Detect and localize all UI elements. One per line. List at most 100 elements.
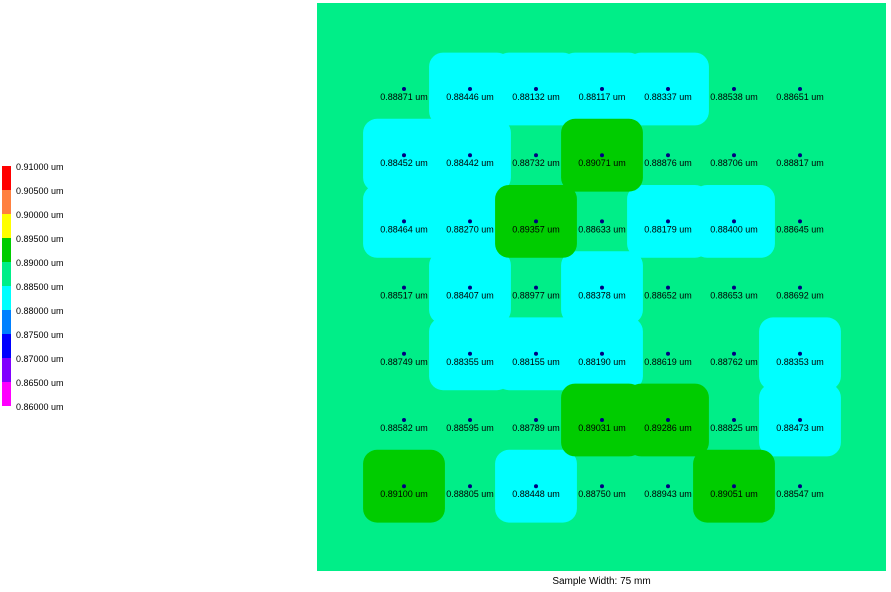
measurement-dot xyxy=(468,219,472,224)
measurement-label: 0.88464 um xyxy=(380,224,428,234)
measurement-label: 0.89071 um xyxy=(578,158,626,168)
legend-swatch xyxy=(2,262,11,286)
measurement-label: 0.88355 um xyxy=(446,357,494,367)
measurement-points: 0.88871 um 0.88446 um 0.88132 um 0.88117 um… xyxy=(380,87,824,499)
measurement-dot xyxy=(732,285,736,290)
measurement-dot xyxy=(534,219,538,224)
measurement-dot xyxy=(534,418,538,422)
measurement-label: 0.88876 um xyxy=(644,158,692,168)
measurement-dot xyxy=(534,285,538,290)
legend-tick-label: 0.86500 um xyxy=(16,378,64,388)
measurement-dot xyxy=(468,285,472,290)
measurement-label: 0.88538 um xyxy=(710,92,758,102)
contour-band xyxy=(363,52,841,523)
measurement-label: 0.88117 um xyxy=(579,92,626,102)
measurement-dot xyxy=(732,484,736,489)
measurement-dot xyxy=(666,484,670,489)
measurement-label: 0.88653 um xyxy=(710,291,758,301)
measurement-dot xyxy=(798,153,802,158)
measurement-dot xyxy=(600,219,604,224)
measurement-dot xyxy=(666,219,670,224)
measurement-dot xyxy=(798,285,802,290)
measurement-label: 0.88732 um xyxy=(512,158,560,168)
measurement-label: 0.88943 um xyxy=(644,489,692,499)
measurement-label: 0.88378 um xyxy=(578,291,626,301)
measurement-dot xyxy=(600,484,604,489)
measurement-label: 0.88706 um xyxy=(710,158,758,168)
measurement-dot xyxy=(732,418,736,422)
measurement-label: 0.88645 um xyxy=(776,224,824,234)
measurement-dot xyxy=(732,153,736,158)
measurement-label: 0.88789 um xyxy=(512,423,560,433)
measurement-label: 0.88871 um xyxy=(380,92,428,102)
measurement-dot xyxy=(402,153,406,158)
measurement-dot xyxy=(732,87,736,91)
measurement-label: 0.88652 um xyxy=(644,291,692,301)
measurement-dot xyxy=(798,219,802,224)
legend-tick-label: 0.87500 um xyxy=(16,330,64,340)
measurement-label: 0.88619 um xyxy=(644,357,692,367)
measurement-dot xyxy=(534,484,538,489)
measurement-dot xyxy=(402,418,406,422)
legend-tick-label: 0.89000 um xyxy=(16,258,64,268)
measurement-label: 0.88353 um xyxy=(776,357,824,367)
thickness-map: 0.88871 um 0.88446 um 0.88132 um 0.88117 um… xyxy=(317,3,886,571)
measurement-label: 0.88452 um xyxy=(380,158,428,168)
measurement-dot xyxy=(468,351,472,356)
measurement-label: 0.89031 um xyxy=(578,423,626,433)
measurement-label: 0.88337 um xyxy=(644,92,692,102)
measurement-label: 0.88448 um xyxy=(512,489,560,499)
measurement-dot xyxy=(402,87,406,91)
measurement-label: 0.88446 um xyxy=(446,92,494,102)
legend-tick-label: 0.89500 um xyxy=(16,234,64,244)
measurement-dot xyxy=(732,351,736,356)
measurement-label: 0.88692 um xyxy=(776,291,824,301)
measurement-label: 0.88633 um xyxy=(578,224,626,234)
measurement-label: 0.88595 um xyxy=(446,423,494,433)
measurement-dot xyxy=(534,87,538,91)
measurement-dot xyxy=(798,351,802,356)
measurement-dot xyxy=(666,285,670,290)
measurement-dot xyxy=(600,153,604,158)
measurement-dot xyxy=(798,87,802,91)
measurement-dot xyxy=(402,484,406,489)
measurement-dot xyxy=(600,351,604,356)
measurement-dot xyxy=(600,285,604,290)
measurement-label: 0.88132 um xyxy=(512,92,560,102)
measurement-dot xyxy=(534,351,538,356)
legend-tick-label: 0.91000 um xyxy=(16,162,64,172)
legend-tick-label: 0.88500 um xyxy=(16,282,64,292)
measurement-dot xyxy=(798,418,802,422)
measurement-label: 0.88817 um xyxy=(776,158,824,168)
color-legend: 0.91000 um 0.90500 um 0.90000 um 0.89500 um… xyxy=(0,162,90,414)
measurement-dot xyxy=(402,351,406,356)
legend-tick-label: 0.88000 um xyxy=(16,306,64,316)
measurement-label: 0.88825 um xyxy=(710,423,758,433)
measurement-label: 0.88473 um xyxy=(776,423,824,433)
legend-swatch xyxy=(2,382,11,406)
measurement-label: 0.88442 um xyxy=(446,158,494,168)
measurement-dot xyxy=(468,484,472,489)
legend-tick-label: 0.87000 um xyxy=(16,354,64,364)
measurement-dot xyxy=(468,153,472,158)
measurement-dot xyxy=(732,219,736,224)
measurement-dot xyxy=(402,285,406,290)
measurement-label: 0.88651 um xyxy=(776,92,824,102)
measurement-label: 0.88179 um xyxy=(644,224,692,234)
measurement-dot xyxy=(468,87,472,91)
legend-tick-label: 0.90000 um xyxy=(16,210,64,220)
measurement-dot xyxy=(666,87,670,91)
measurement-dot xyxy=(534,153,538,158)
measurement-label: 0.88749 um xyxy=(380,357,428,367)
measurement-label: 0.89286 um xyxy=(644,423,692,433)
measurement-label: 0.88977 um xyxy=(512,291,560,301)
measurement-dot xyxy=(600,418,604,422)
legend-swatch xyxy=(2,334,11,358)
legend-tick-label: 0.90500 um xyxy=(16,186,64,196)
legend-tick-label: 0.86000 um xyxy=(16,402,64,412)
measurement-label: 0.88407 um xyxy=(446,291,494,301)
legend-swatch xyxy=(2,286,11,310)
legend-swatch xyxy=(2,238,11,262)
measurement-label: 0.88400 um xyxy=(710,224,758,234)
legend-swatch xyxy=(2,310,11,334)
